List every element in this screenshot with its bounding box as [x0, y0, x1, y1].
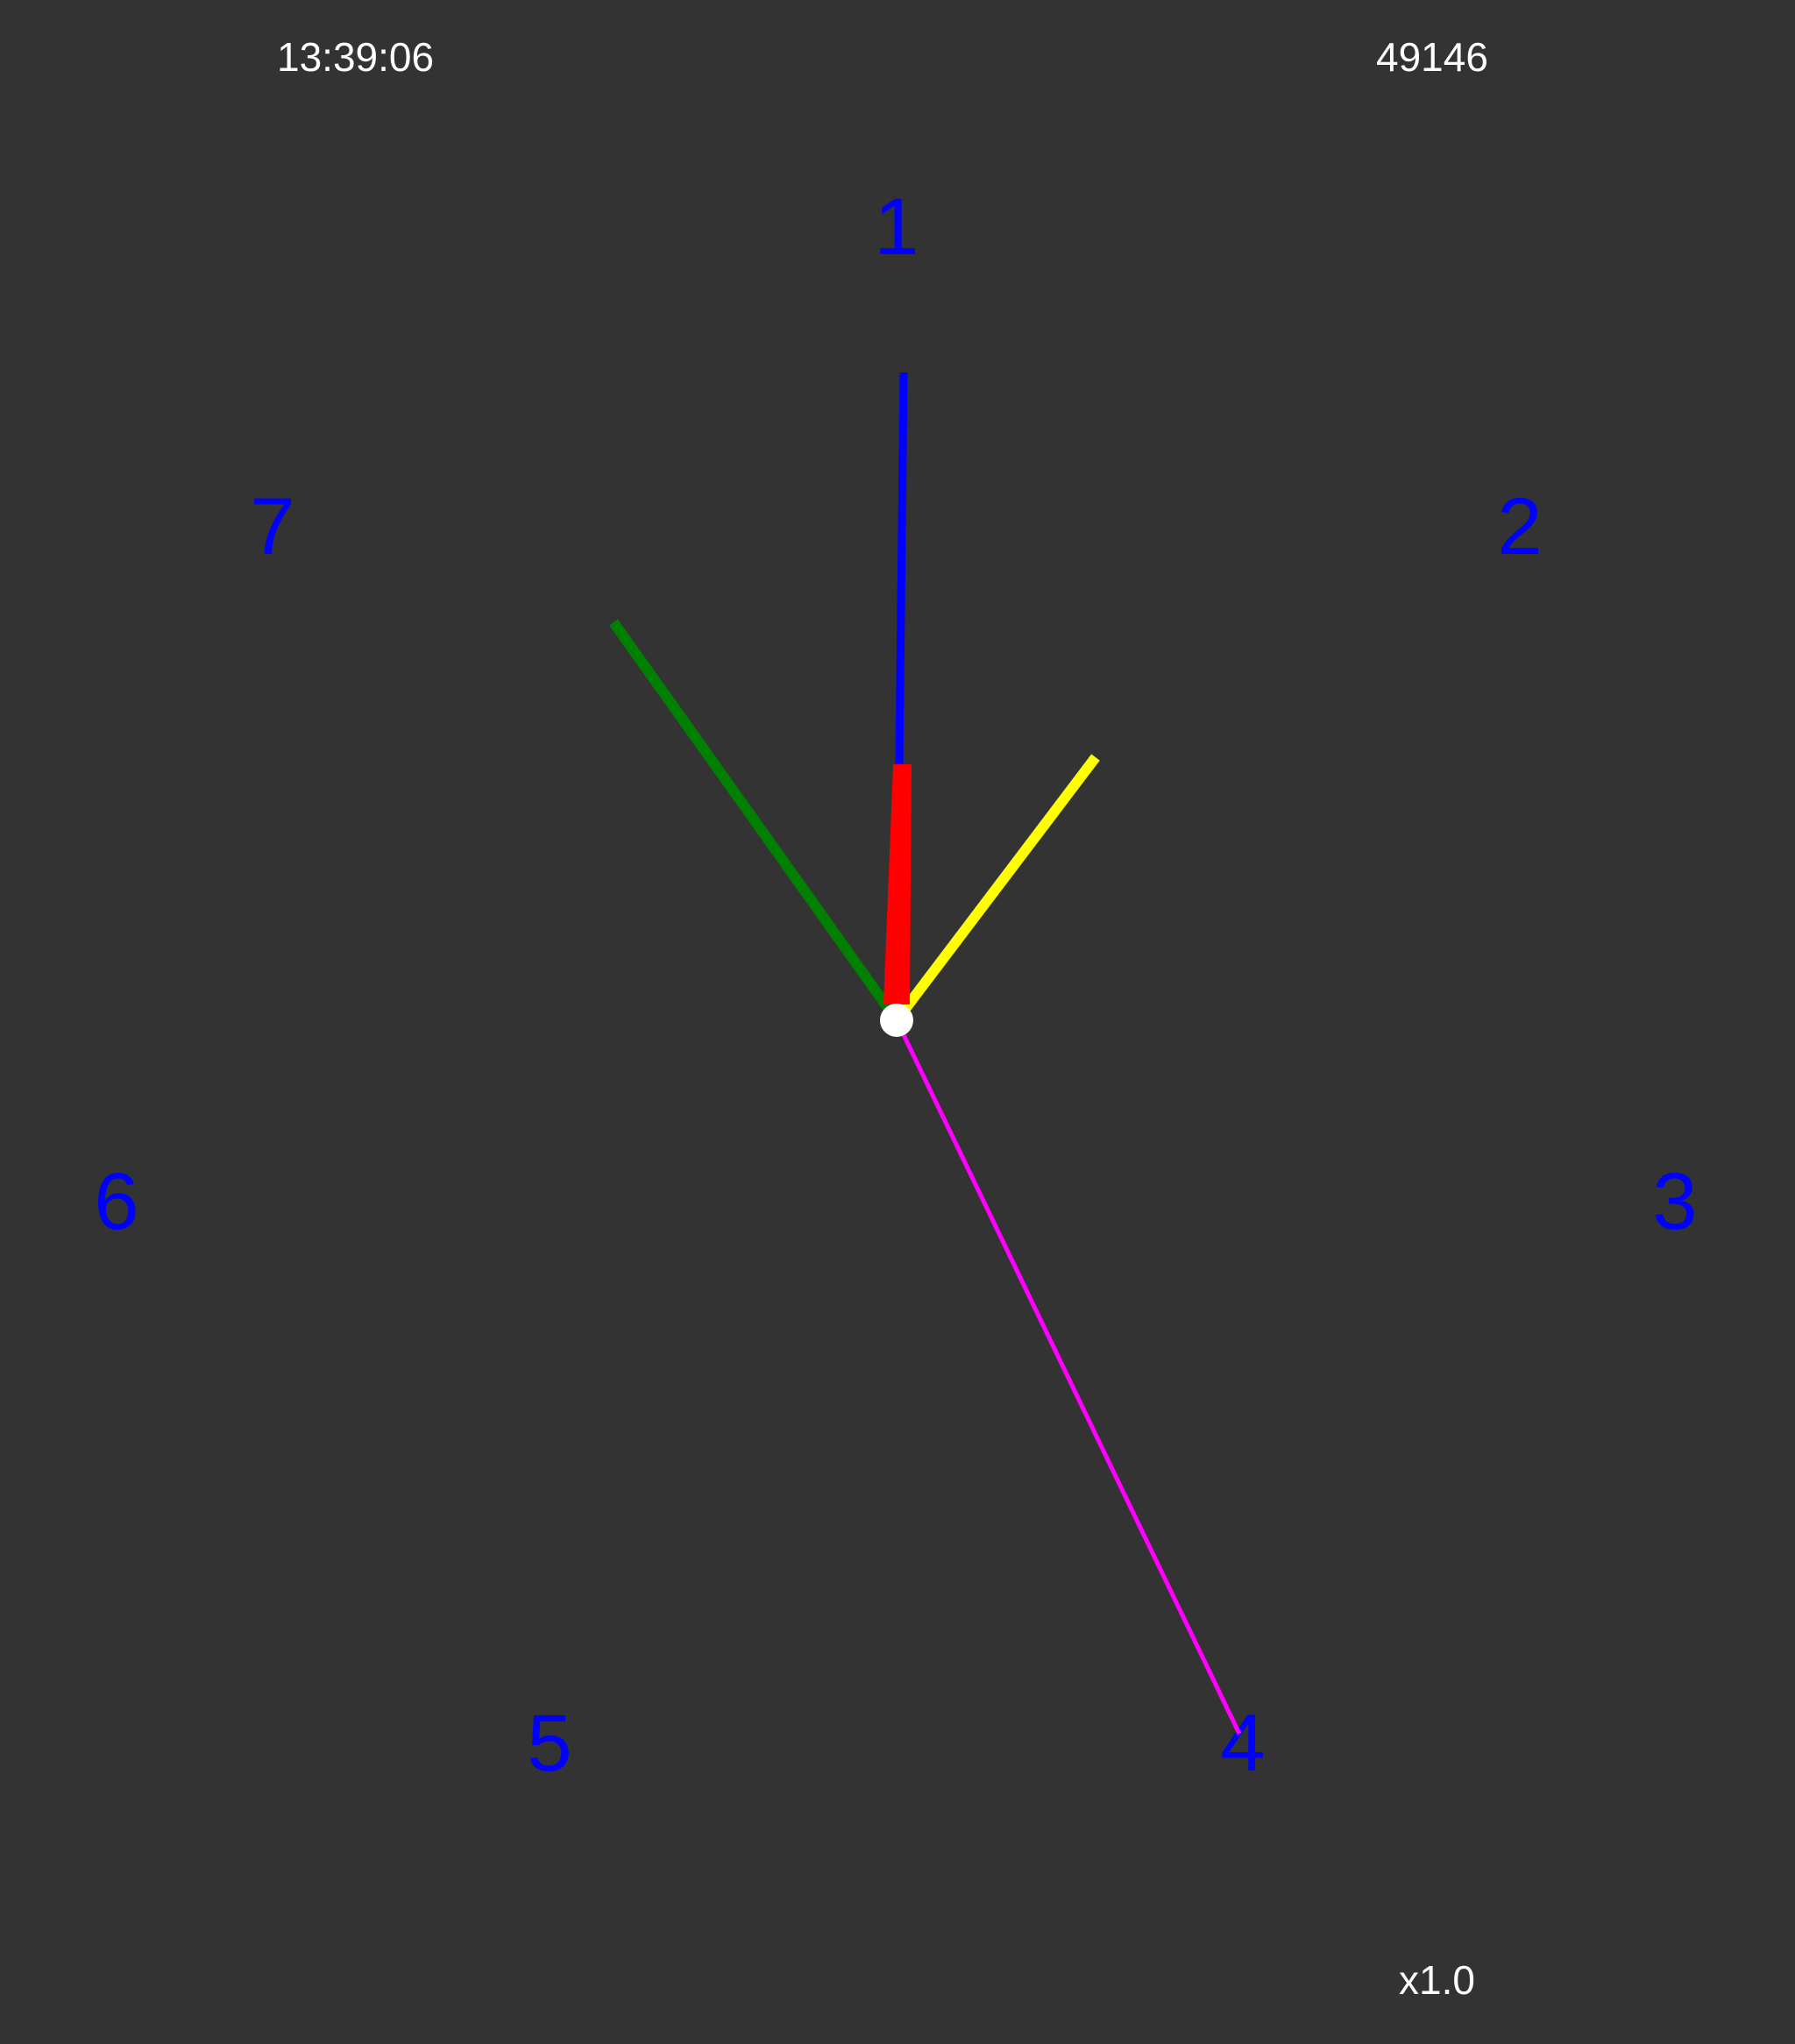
hand-blue: [895, 372, 908, 765]
hand-pivot: [880, 1004, 913, 1037]
numeral-2: 2: [1497, 482, 1542, 571]
numeral-7: 7: [250, 482, 294, 571]
time-readout: 13:39:06: [277, 34, 435, 80]
numeral-3: 3: [1652, 1157, 1697, 1246]
numeral-5: 5: [527, 1699, 571, 1788]
hand-green: [609, 619, 901, 1024]
numeral-1: 1: [874, 182, 919, 272]
hand-red: [883, 764, 912, 1004]
counter-readout: 49146: [1376, 34, 1488, 80]
hand-yellow: [892, 754, 1100, 1024]
numeral-6: 6: [94, 1157, 138, 1246]
hand-magenta: [894, 1018, 1242, 1735]
speed-multiplier: x1.0: [1399, 1957, 1475, 2003]
